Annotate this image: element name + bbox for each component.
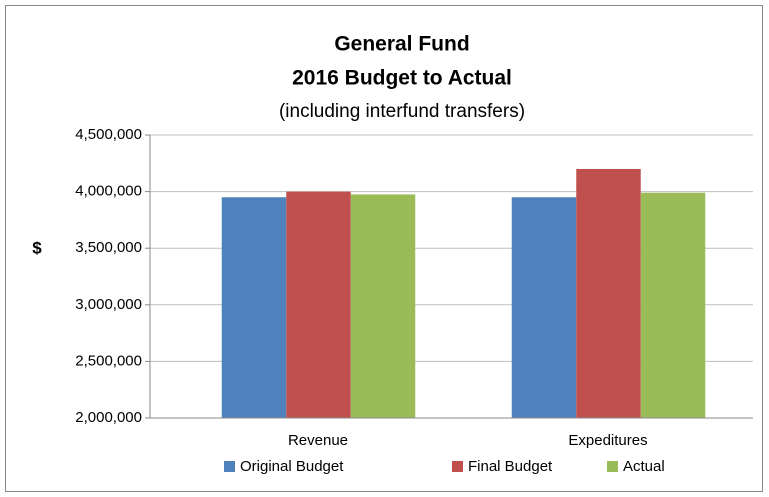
x-tick-label: Revenue: [288, 432, 348, 449]
bar: [511, 197, 577, 418]
bar: [350, 194, 416, 418]
legend-label: Actual: [623, 458, 665, 475]
bar: [286, 191, 351, 418]
legend-label: Original Budget: [240, 458, 344, 475]
y-tick-label: 2,000,000: [75, 409, 142, 426]
bar: [576, 168, 641, 418]
legend-swatch: [452, 461, 463, 472]
chart-subtitle: (including interfund transfers): [279, 101, 525, 122]
y-tick-label: 4,000,000: [75, 183, 142, 200]
bar: [221, 197, 287, 418]
legend-swatch: [607, 461, 618, 472]
legend-swatch: [224, 461, 235, 472]
x-tick-label: Expeditures: [568, 432, 647, 449]
bar: [640, 192, 706, 418]
chart-title: 2016 Budget to Actual: [292, 67, 512, 90]
y-tick-label: 3,000,000: [75, 296, 142, 313]
legend-label: Final Budget: [468, 458, 553, 475]
y-tick-label: 3,500,000: [75, 239, 142, 256]
chart-title: General Fund: [334, 33, 469, 56]
y-tick-label: 2,500,000: [75, 352, 142, 369]
y-axis-label: $: [32, 238, 42, 257]
y-tick-label: 4,500,000: [75, 126, 142, 143]
